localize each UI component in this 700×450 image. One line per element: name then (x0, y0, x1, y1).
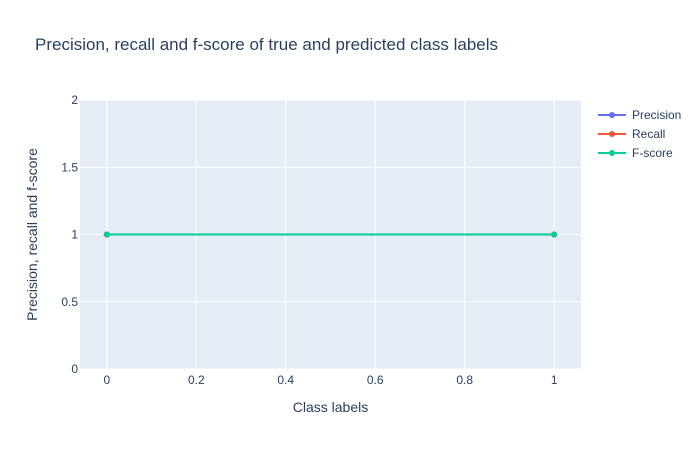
legend-label-f-score: F-score (632, 146, 673, 160)
y-axis-title: Precision, recall and f-score (24, 148, 40, 321)
x-tick-label: 0.6 (367, 373, 384, 387)
legend-label-precision: Precision (632, 108, 681, 122)
legend-marker-precision (609, 112, 615, 118)
x-tick-label: 1 (551, 373, 558, 387)
y-tick-label: 1.5 (61, 160, 78, 174)
x-axis-ticks: 0 0.2 0.4 0.6 0.8 1 (103, 373, 557, 387)
data-point-f-score (103, 231, 110, 238)
data-point-f-score (551, 231, 558, 238)
x-tick-label: 0.8 (456, 373, 473, 387)
y-axis-ticks: 0 0.5 1 1.5 2 (61, 93, 78, 376)
y-tick-label: 2 (71, 93, 78, 107)
legend-marker-f-score (609, 150, 615, 156)
x-tick-label: 0.2 (188, 373, 205, 387)
x-tick-label: 0.4 (277, 373, 294, 387)
y-tick-label: 0 (71, 362, 78, 376)
x-tick-label: 0 (103, 373, 110, 387)
y-tick-label: 1 (71, 228, 78, 242)
chart-title: Precision, recall and f-score of true an… (35, 35, 498, 54)
legend-label-recall: Recall (632, 127, 665, 141)
legend-marker-recall (609, 131, 615, 137)
y-tick-label: 0.5 (61, 295, 78, 309)
x-axis-title: Class labels (293, 399, 368, 415)
legend: Precision Recall F-score (598, 108, 681, 160)
series-group (103, 231, 558, 238)
